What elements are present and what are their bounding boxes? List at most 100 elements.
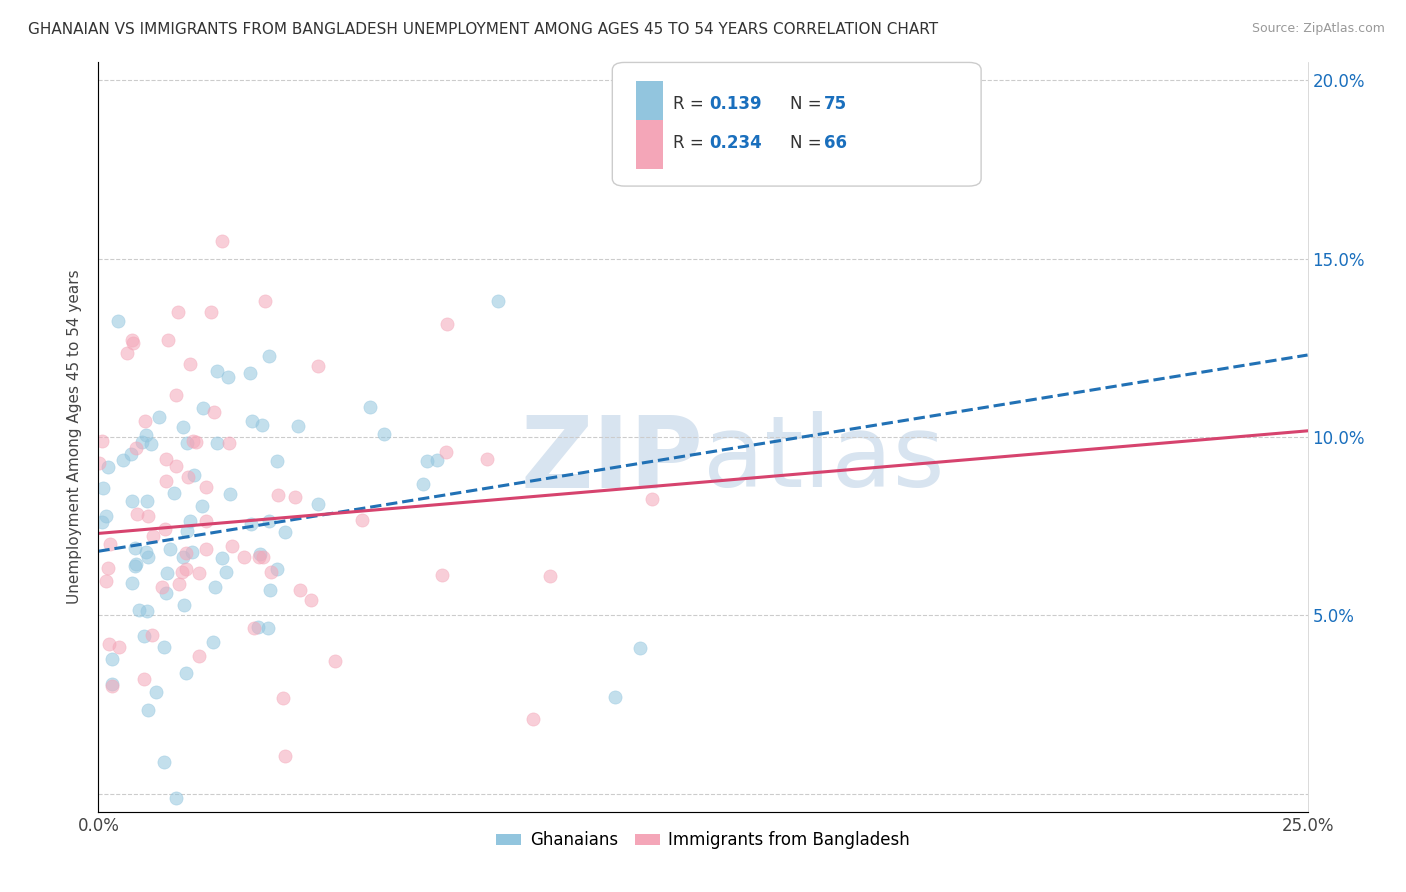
Point — [283, 490, 305, 504]
Point — [266, 453, 288, 467]
Point — [271, 691, 294, 706]
Point — [475, 452, 498, 467]
Point — [179, 357, 201, 371]
Point — [172, 566, 194, 580]
Point — [359, 400, 381, 414]
Point — [219, 487, 242, 501]
Point — [200, 304, 222, 318]
Point — [201, 634, 224, 648]
Point — [191, 401, 214, 415]
Point — [97, 459, 120, 474]
Point — [87, 456, 110, 470]
Point — [165, 459, 187, 474]
Y-axis label: Unemployment Among Ages 45 to 54 years: Unemployment Among Ages 45 to 54 years — [67, 269, 83, 605]
Text: 0.234: 0.234 — [709, 134, 762, 152]
Point — [174, 562, 197, 576]
Point — [138, 549, 160, 564]
Point — [176, 666, 198, 681]
Point — [205, 364, 228, 378]
Point — [156, 334, 179, 348]
Point — [188, 566, 211, 580]
Point — [260, 566, 283, 580]
Point — [127, 507, 149, 521]
Point — [121, 333, 143, 347]
Point — [135, 604, 157, 618]
Point — [176, 524, 198, 538]
Point — [412, 476, 434, 491]
Point — [252, 549, 274, 564]
Point — [121, 576, 143, 591]
Point — [257, 349, 280, 363]
Point — [205, 436, 228, 450]
Point — [163, 485, 186, 500]
Point — [91, 515, 114, 529]
Point — [288, 583, 311, 598]
Point — [142, 529, 165, 543]
Point — [120, 446, 142, 460]
Point — [239, 367, 262, 381]
Point — [202, 405, 225, 419]
Point — [94, 508, 117, 523]
Point — [134, 414, 156, 428]
Point — [122, 335, 145, 350]
Point — [436, 445, 458, 459]
Point — [373, 427, 395, 442]
Point — [124, 541, 146, 555]
Point — [211, 550, 233, 565]
Text: N =: N = — [790, 134, 827, 152]
Point — [247, 550, 270, 565]
Point — [121, 493, 143, 508]
Point — [107, 313, 129, 327]
Point — [299, 592, 322, 607]
Point — [172, 549, 194, 564]
Point — [486, 294, 509, 309]
Point — [159, 542, 181, 557]
Point — [141, 627, 163, 641]
Point — [97, 561, 120, 575]
Point — [249, 547, 271, 561]
Point — [117, 346, 139, 360]
Text: GHANAIAN VS IMMIGRANTS FROM BANGLADESH UNEMPLOYMENT AMONG AGES 45 TO 54 YEARS CO: GHANAIAN VS IMMIGRANTS FROM BANGLADESH U… — [28, 22, 938, 37]
Point — [323, 654, 346, 668]
Point — [172, 420, 194, 434]
Point — [135, 427, 157, 442]
Point — [195, 515, 218, 529]
Point — [112, 452, 135, 467]
FancyBboxPatch shape — [613, 62, 981, 186]
Point — [239, 516, 262, 531]
Text: Source: ZipAtlas.com: Source: ZipAtlas.com — [1251, 22, 1385, 36]
Text: atlas: atlas — [703, 411, 945, 508]
Point — [152, 640, 174, 654]
FancyBboxPatch shape — [637, 120, 664, 169]
Point — [148, 410, 170, 425]
Point — [136, 508, 159, 523]
Point — [191, 499, 214, 513]
Point — [167, 305, 190, 319]
Point — [135, 545, 157, 559]
Point — [91, 481, 114, 495]
Point — [165, 790, 187, 805]
Point — [176, 470, 198, 484]
Point — [176, 436, 198, 450]
Point — [254, 293, 277, 308]
Point — [181, 545, 204, 559]
Point — [221, 539, 243, 553]
FancyBboxPatch shape — [637, 81, 664, 130]
Text: 75: 75 — [824, 95, 846, 112]
Point — [538, 569, 561, 583]
Point — [181, 434, 204, 448]
Point — [307, 497, 329, 511]
Point — [145, 685, 167, 699]
Point — [124, 558, 146, 573]
Point — [217, 370, 239, 384]
Point — [605, 690, 627, 704]
Point — [101, 679, 124, 693]
Point — [98, 537, 121, 551]
Point — [108, 640, 131, 654]
Point — [194, 541, 217, 556]
Point — [204, 580, 226, 594]
Point — [522, 712, 544, 726]
Text: 66: 66 — [824, 134, 846, 152]
Text: N =: N = — [790, 95, 827, 112]
Point — [628, 641, 651, 656]
